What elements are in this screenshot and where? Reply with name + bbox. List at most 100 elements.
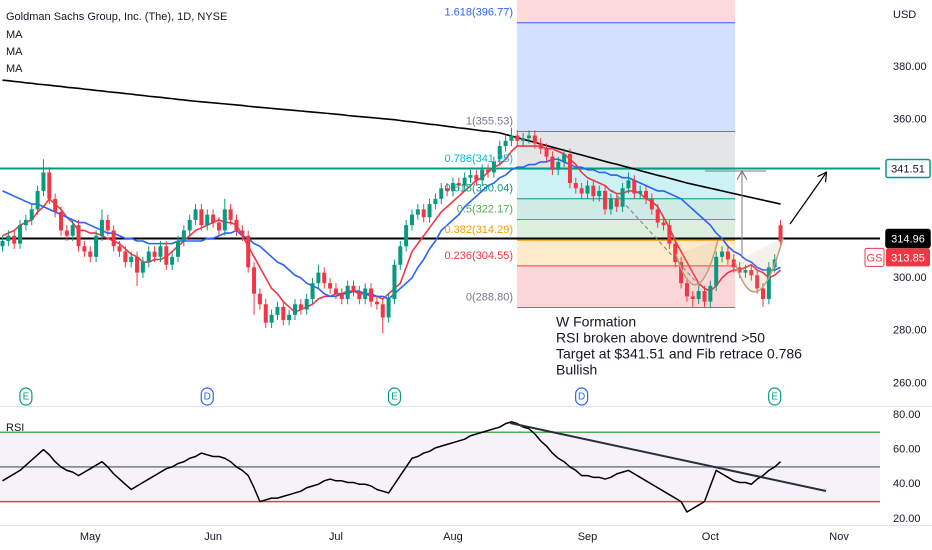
candle-body xyxy=(638,190,643,194)
candle-body xyxy=(357,291,362,300)
candle-body xyxy=(246,235,251,268)
candle-body xyxy=(433,198,438,205)
fib-label: 0.786(341.25) xyxy=(445,153,514,165)
candle-body xyxy=(310,283,315,300)
candle-body xyxy=(527,135,531,139)
candle-body xyxy=(591,185,596,197)
legend-entry: MA xyxy=(6,63,23,75)
fib-band xyxy=(517,198,735,220)
candle-body xyxy=(82,246,87,252)
candle-body xyxy=(176,240,180,257)
candle-body xyxy=(743,270,748,273)
candle-body xyxy=(380,304,385,318)
candle-body xyxy=(211,214,216,223)
candle-body xyxy=(94,235,99,257)
rsi-trendline xyxy=(509,422,827,492)
price-level-label: 341.51 xyxy=(891,163,925,175)
y-tick-label: 260.00 xyxy=(893,377,927,389)
candle-body xyxy=(573,182,578,189)
candle-body xyxy=(614,198,619,207)
candle-body xyxy=(298,304,303,310)
plot-layer xyxy=(0,79,880,513)
candle-body xyxy=(345,285,350,300)
event-marker xyxy=(575,387,589,406)
annotation-line: RSI broken above downtrend >50 xyxy=(556,330,765,346)
candle-body xyxy=(70,225,75,236)
annotation-line: Target at $341.51 and Fib retrace 0.786 xyxy=(556,346,802,362)
candle-body xyxy=(667,225,672,244)
chart-title: Goldman Sachs Group, Inc. (The), 1D, NYS… xyxy=(6,11,227,23)
candle-body xyxy=(778,225,783,242)
candle-body xyxy=(135,256,140,273)
candle-body xyxy=(293,304,297,315)
candle-body xyxy=(41,172,46,191)
candle-body xyxy=(456,182,461,186)
candle-body xyxy=(515,135,520,141)
fib-band xyxy=(517,131,735,170)
candle-body xyxy=(257,293,262,305)
x-tick-label: Sep xyxy=(578,531,598,543)
y-tick-label: 60.00 xyxy=(893,444,921,456)
fib-label: 1(355.53) xyxy=(466,115,513,127)
candle-body xyxy=(228,209,233,220)
y-tick-label: 80.00 xyxy=(893,409,921,421)
candle-body xyxy=(199,209,204,226)
candle-body xyxy=(47,172,52,199)
candle-body xyxy=(556,161,561,170)
candle-body xyxy=(567,153,572,183)
candle-body xyxy=(644,190,648,199)
candle-body xyxy=(679,262,684,284)
event-marker xyxy=(768,387,782,406)
legend-entry: MA xyxy=(6,46,23,58)
fib-band xyxy=(517,169,735,199)
candle-body xyxy=(538,143,543,149)
candle-body xyxy=(725,251,730,260)
candle-body xyxy=(240,230,245,236)
candle-body xyxy=(369,288,374,302)
fib-label: 0.382(314.29) xyxy=(445,224,514,236)
candle-body xyxy=(632,180,637,194)
event-label: D xyxy=(204,392,211,403)
candle-body xyxy=(269,314,274,323)
candle-body xyxy=(386,299,391,318)
candle-body xyxy=(503,140,508,147)
candle-body xyxy=(544,148,549,157)
candle-body xyxy=(749,270,754,276)
candle-body xyxy=(521,138,526,141)
candle-body xyxy=(322,272,327,284)
candle-body xyxy=(23,219,28,226)
event-marker xyxy=(200,387,214,406)
candle-body xyxy=(0,240,5,247)
price-level-tag xyxy=(885,158,931,179)
candle-body xyxy=(181,230,186,241)
candle-body xyxy=(468,175,473,178)
candle-body xyxy=(374,301,379,305)
candle-body xyxy=(252,267,257,294)
candle-body xyxy=(35,190,40,210)
price-level-label: 314.96 xyxy=(891,233,925,245)
candle-body xyxy=(275,306,280,315)
candle-body xyxy=(146,251,151,263)
candle-body xyxy=(737,267,742,273)
candle-body xyxy=(117,246,122,252)
candle-body xyxy=(673,243,678,263)
x-tick-label: May xyxy=(80,531,101,543)
candle-body xyxy=(766,267,771,300)
fib-label: 0.5(322.17) xyxy=(457,203,513,215)
annotation-line: Bullish xyxy=(556,362,597,378)
y-tick-label: 280.00 xyxy=(893,325,927,337)
candle-body xyxy=(333,288,338,294)
event-marker xyxy=(387,387,402,406)
moving-average xyxy=(2,158,781,300)
y-tick-label: 380.00 xyxy=(893,61,927,73)
y-tick-label: 360.00 xyxy=(893,114,927,126)
candle-body xyxy=(287,314,292,321)
candle-body xyxy=(462,177,467,186)
event-label: E xyxy=(23,392,30,403)
candle-body xyxy=(620,188,625,207)
candle-body xyxy=(158,246,163,257)
event-marker xyxy=(19,387,33,406)
candle-body xyxy=(491,161,496,173)
